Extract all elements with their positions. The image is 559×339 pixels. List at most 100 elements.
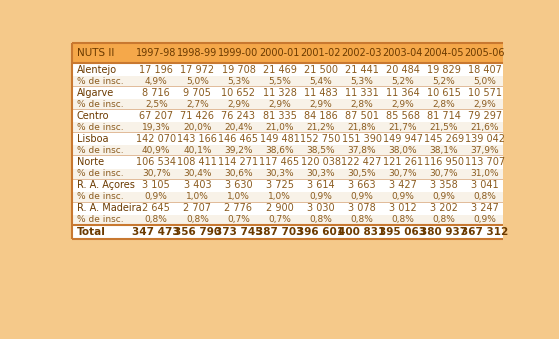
Text: 85 568: 85 568 <box>386 111 420 121</box>
Text: 108 411: 108 411 <box>177 157 217 167</box>
Text: R. A. Açores: R. A. Açores <box>77 180 135 190</box>
Text: 2,9%: 2,9% <box>268 100 291 109</box>
Text: 0,9%: 0,9% <box>391 192 414 201</box>
Text: 39,2%: 39,2% <box>224 146 253 155</box>
Text: 21,0%: 21,0% <box>266 123 294 132</box>
Text: 84 186: 84 186 <box>304 111 338 121</box>
Text: 0,9%: 0,9% <box>145 192 168 201</box>
Text: 4,9%: 4,9% <box>145 77 168 86</box>
Text: 21 500: 21 500 <box>304 64 338 75</box>
Bar <box>72 122 505 132</box>
Text: % de insc.: % de insc. <box>77 77 124 86</box>
Text: 151 390: 151 390 <box>342 134 382 144</box>
Bar <box>72 63 505 76</box>
Text: 71 426: 71 426 <box>181 111 214 121</box>
Text: 142 070: 142 070 <box>136 134 176 144</box>
Text: 400 831: 400 831 <box>338 227 385 237</box>
Bar <box>72 76 505 86</box>
Text: 30,4%: 30,4% <box>183 169 212 178</box>
Text: 0,8%: 0,8% <box>309 215 332 224</box>
Bar <box>72 168 505 179</box>
Text: 87 501: 87 501 <box>345 111 378 121</box>
Text: 17 972: 17 972 <box>181 64 215 75</box>
Text: 373 745: 373 745 <box>215 227 262 237</box>
Text: 21 441: 21 441 <box>345 64 378 75</box>
Text: 3 427: 3 427 <box>389 180 416 190</box>
Text: 0,7%: 0,7% <box>268 215 291 224</box>
Text: 21,2%: 21,2% <box>306 123 335 132</box>
Text: 3 105: 3 105 <box>143 180 170 190</box>
Text: Algarve: Algarve <box>77 88 114 98</box>
Text: 0,9%: 0,9% <box>309 192 332 201</box>
Text: 21,6%: 21,6% <box>471 123 499 132</box>
Text: 2,5%: 2,5% <box>145 100 168 109</box>
Text: 1,0%: 1,0% <box>186 192 209 201</box>
Text: 5,0%: 5,0% <box>473 77 496 86</box>
Text: 387 703: 387 703 <box>256 227 303 237</box>
Text: 3 041: 3 041 <box>471 180 499 190</box>
Text: 2005-06: 2005-06 <box>465 48 505 58</box>
Text: R. A. Madeira: R. A. Madeira <box>77 203 141 213</box>
Text: 11 328: 11 328 <box>263 88 296 98</box>
Text: 0,9%: 0,9% <box>473 215 496 224</box>
Text: 30,5%: 30,5% <box>347 169 376 178</box>
Text: Alentejo: Alentejo <box>77 64 117 75</box>
Text: 367 312: 367 312 <box>461 227 509 237</box>
Text: 0,7%: 0,7% <box>227 215 250 224</box>
Text: 30,7%: 30,7% <box>429 169 458 178</box>
Text: 3 630: 3 630 <box>225 180 252 190</box>
Text: 5,3%: 5,3% <box>350 77 373 86</box>
Bar <box>72 179 505 192</box>
Bar <box>72 86 505 99</box>
Text: 30,7%: 30,7% <box>142 169 170 178</box>
Text: 30,3%: 30,3% <box>306 169 335 178</box>
Text: 0,8%: 0,8% <box>186 215 209 224</box>
Text: 2003-04: 2003-04 <box>382 48 423 58</box>
Text: 139 042: 139 042 <box>465 134 505 144</box>
Text: 146 465: 146 465 <box>219 134 258 144</box>
Text: Total: Total <box>77 227 106 237</box>
Text: 2,9%: 2,9% <box>391 100 414 109</box>
Text: 5,4%: 5,4% <box>309 77 332 86</box>
Text: 396 601: 396 601 <box>297 227 344 237</box>
Text: 3 247: 3 247 <box>471 203 499 213</box>
Bar <box>72 202 505 215</box>
Text: 40,9%: 40,9% <box>142 146 170 155</box>
Text: 21,8%: 21,8% <box>347 123 376 132</box>
Text: % de insc.: % de insc. <box>77 169 124 178</box>
Text: % de insc.: % de insc. <box>77 123 124 132</box>
Text: 38,1%: 38,1% <box>429 146 458 155</box>
Text: 3 614: 3 614 <box>307 180 334 190</box>
Text: 1,0%: 1,0% <box>268 192 291 201</box>
Text: 3 663: 3 663 <box>348 180 376 190</box>
Text: 40,1%: 40,1% <box>183 146 212 155</box>
Text: 0,8%: 0,8% <box>145 215 168 224</box>
Text: 38,5%: 38,5% <box>306 146 335 155</box>
Bar <box>72 99 505 109</box>
Bar <box>72 225 505 239</box>
Text: 76 243: 76 243 <box>221 111 255 121</box>
Text: 1999-00: 1999-00 <box>219 48 259 58</box>
Text: 2 707: 2 707 <box>183 203 211 213</box>
Text: 3 403: 3 403 <box>183 180 211 190</box>
Text: 30,6%: 30,6% <box>224 169 253 178</box>
Text: 11 483: 11 483 <box>304 88 338 98</box>
Text: 2 900: 2 900 <box>266 203 293 213</box>
Text: 30,7%: 30,7% <box>389 169 417 178</box>
Text: 3 725: 3 725 <box>266 180 293 190</box>
Text: 2,7%: 2,7% <box>186 100 209 109</box>
Text: 19 708: 19 708 <box>221 64 255 75</box>
Text: % de insc.: % de insc. <box>77 215 124 224</box>
Text: 2 776: 2 776 <box>224 203 253 213</box>
Text: 117 465: 117 465 <box>259 157 300 167</box>
Text: 19 829: 19 829 <box>427 64 461 75</box>
Text: 37,8%: 37,8% <box>347 146 376 155</box>
Bar <box>72 215 505 225</box>
Text: 5,2%: 5,2% <box>433 77 455 86</box>
Text: 3 358: 3 358 <box>430 180 458 190</box>
Bar <box>72 155 505 168</box>
Text: 38,6%: 38,6% <box>265 146 294 155</box>
Bar <box>72 132 505 145</box>
Text: % de insc.: % de insc. <box>77 100 124 109</box>
Text: 17 196: 17 196 <box>139 64 173 75</box>
